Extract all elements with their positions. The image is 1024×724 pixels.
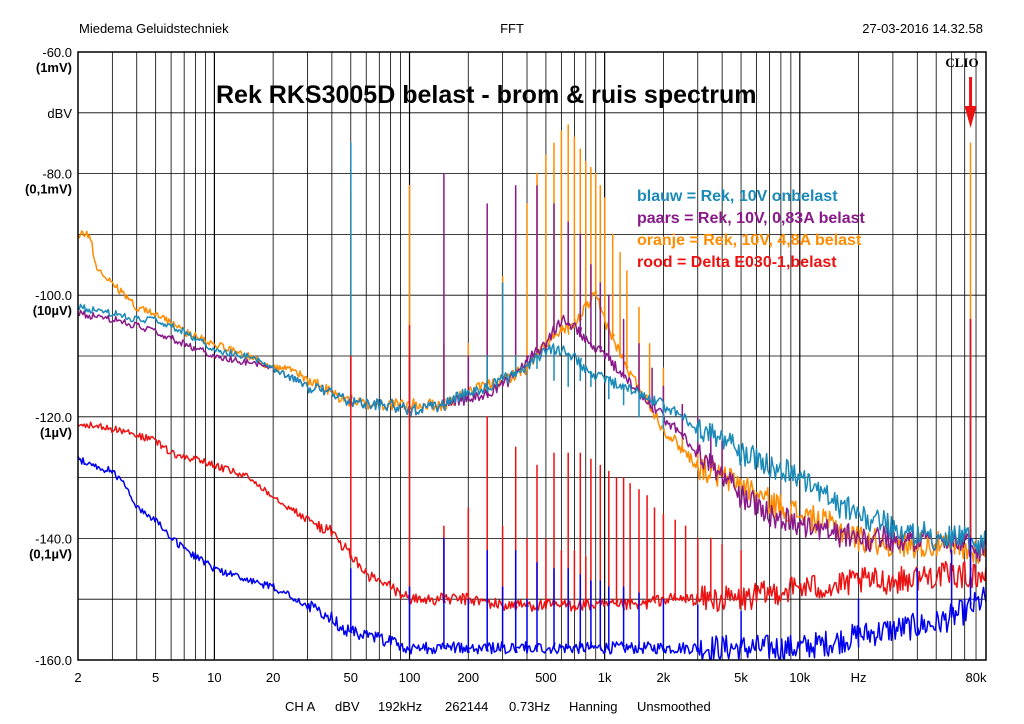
y-tick-label: -60.0 (42, 45, 72, 60)
series-line-rood (78, 318, 986, 613)
series-group (78, 124, 986, 660)
header-company: Miedema Geluidstechniek (79, 21, 229, 36)
header-timestamp: 27-03-2016 14.32.58 (862, 21, 983, 36)
x-tick-label: 5k (734, 670, 748, 685)
x-tick-label: 10k (789, 670, 810, 685)
legend-entry: paars = Rek, 10V, 0,83A belast (637, 210, 866, 227)
footer-window: Hanning (569, 699, 617, 714)
legend-entry: rood = Delta E030-1,belast (637, 254, 837, 271)
x-tick-label: Hz (851, 670, 867, 685)
plot-frame (77, 51, 987, 661)
x-tick-label: 50 (344, 670, 358, 685)
series-line-blauw (78, 142, 986, 556)
footer-sample-rate: 192kHz (378, 699, 422, 714)
series-line-paars (78, 172, 986, 562)
y-tick-sublabel: (1mV) (36, 60, 72, 75)
x-axis-ticks: 2 5 10 20 50 100 200 500 1k 2k 5k 10k Hz 80k (74, 670, 987, 685)
marker-arrow-icon (964, 77, 977, 128)
footer-fft-size: 262144 (445, 699, 488, 714)
x-tick-label: 500 (535, 670, 557, 685)
y-tick-label: dBV (47, 106, 72, 121)
footer-smoothing: Unsmoothed (637, 699, 711, 714)
marker-arrow-head (964, 106, 977, 128)
legend-entry: blauw = Rek, 10V onbelast (637, 188, 838, 205)
y-tick-sublabel: (10µV) (33, 303, 72, 318)
y-tick-sublabel: (0,1mV) (25, 182, 72, 197)
clio-logo: CLIO (945, 55, 978, 70)
x-tick-label: 20 (266, 670, 280, 685)
y-tick-label: -80.0 (42, 167, 72, 182)
y-tick-label: -160.0 (35, 653, 72, 668)
x-tick-label: 2k (657, 670, 671, 685)
x-tick-label: 2 (74, 670, 81, 685)
y-tick-label: -100.0 (35, 288, 72, 303)
footer-channel: CH A (285, 699, 316, 714)
series-line-blue (78, 455, 986, 660)
legend-entry: oranje = Rek, 10V, 4,8A belast (637, 232, 862, 249)
footer-info: CH A dBV 192kHz 262144 0.73Hz Hanning Un… (285, 699, 711, 714)
x-tick-label: 200 (457, 670, 479, 685)
header-mode: FFT (500, 21, 524, 36)
y-tick-sublabel: (0,1µV) (29, 546, 72, 561)
x-tick-label: 1k (598, 670, 612, 685)
y-tick-sublabel: (1µV) (40, 425, 72, 440)
x-tick-label: 10 (207, 670, 221, 685)
y-tick-label: -120.0 (35, 410, 72, 425)
y-tick-label: -140.0 (35, 531, 72, 546)
x-tick-label: 80k (966, 670, 987, 685)
footer-unit: dBV (335, 699, 360, 714)
chart-title: Rek RKS3005D belast - brom & ruis spectr… (216, 81, 756, 109)
x-tick-label: 5 (152, 670, 159, 685)
x-tick-label: 100 (399, 670, 421, 685)
y-axis-ticks: -60.0(1mV) dBV -80.0(0,1mV) -100.0(10µV) -12… (25, 45, 72, 668)
legend: blauw = Rek, 10V onbelast paars = Rek, 10… (637, 188, 866, 271)
footer-resolution: 0.73Hz (509, 699, 550, 714)
